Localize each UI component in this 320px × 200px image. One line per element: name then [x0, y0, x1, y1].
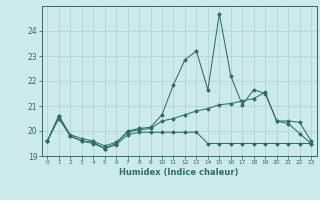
X-axis label: Humidex (Indice chaleur): Humidex (Indice chaleur): [119, 168, 239, 177]
